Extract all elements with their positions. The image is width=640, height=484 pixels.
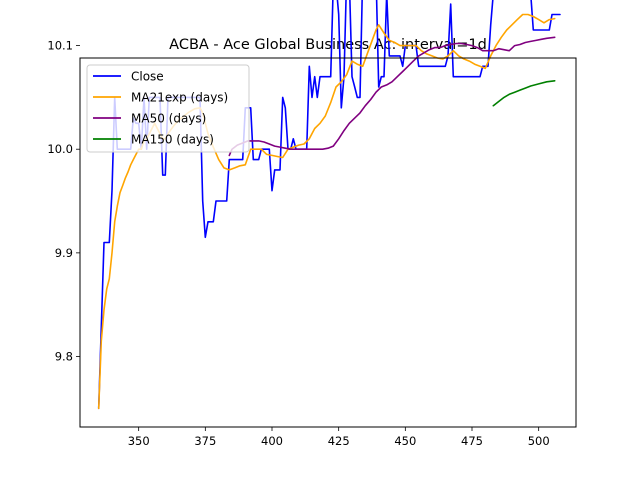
x-tick-label: 500: [528, 434, 550, 448]
legend-label: MA50 (days): [131, 112, 206, 126]
legend: Close MA21exp (days) MA50 (days) MA150 (day…: [86, 64, 250, 153]
x-tick-label: 375: [194, 434, 216, 448]
x-tick-label: 400: [261, 434, 283, 448]
plot-area-frame: [79, 57, 577, 428]
y-tick-label: 9.9: [55, 246, 73, 260]
series-line-0: [97, 0, 561, 410]
series-layer: [97, 0, 561, 410]
y-tick-label: 10.1: [47, 39, 73, 53]
x-tick-label: 450: [394, 434, 416, 448]
chart-title: ACBA - Ace Global Business Ac: interval=…: [169, 37, 487, 53]
series-line-3: [492, 80, 556, 107]
x-tick-label: 425: [328, 434, 350, 448]
axis-ticks: 350 375 400 425 450 475 500 9.8 9.9 10.0 10.1: [47, 39, 549, 448]
legend-label: MA150 (days): [131, 133, 214, 147]
legend-box: [86, 64, 250, 153]
series-line-2: [228, 36, 556, 157]
y-tick-label: 10.0: [47, 142, 73, 156]
x-tick-label: 475: [461, 434, 483, 448]
x-tick-label: 350: [128, 434, 150, 448]
y-tick-label: 9.8: [55, 350, 73, 364]
legend-label: MA21exp (days): [131, 91, 228, 105]
legend-label: Close: [131, 70, 164, 84]
